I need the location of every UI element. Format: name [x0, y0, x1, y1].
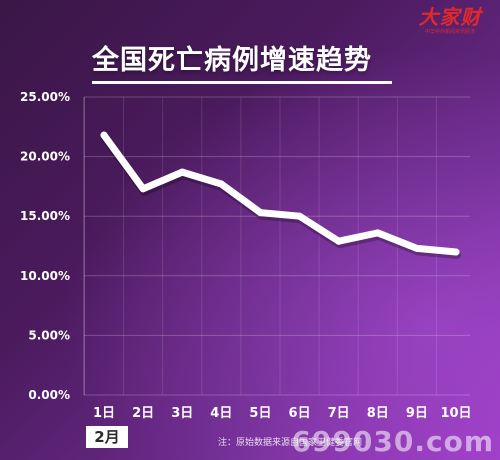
data-point	[452, 248, 460, 256]
x-tick-label: 7日	[328, 406, 350, 421]
series-line	[100, 131, 460, 256]
x-tick-label: 8日	[367, 406, 389, 421]
x-tick-label: 5日	[249, 406, 271, 421]
data-point	[413, 244, 421, 252]
y-tick-label: 10.00%	[20, 269, 70, 283]
y-tick-label: 0.00%	[28, 388, 70, 402]
series-line-shadow	[101, 134, 461, 259]
data-point	[335, 237, 343, 245]
logo-text: 大家财	[418, 5, 482, 29]
y-tick-label: 5.00%	[28, 328, 70, 342]
data-point	[217, 180, 225, 188]
y-tick-label: 25.00%	[20, 90, 70, 104]
data-source-note: 注：原始数据来源自国家卫健委官网	[218, 438, 363, 448]
y-tick-label: 15.00%	[20, 209, 70, 223]
data-point	[100, 131, 108, 139]
data-point	[178, 168, 186, 176]
x-tick-label: 4日	[210, 406, 232, 421]
x-tick-label: 1日	[93, 406, 115, 421]
x-tick-label: 6日	[289, 406, 311, 421]
chart-title: 全国死亡病例增速趋势	[92, 45, 372, 76]
x-tick-label: 2日	[132, 406, 154, 421]
watermark: 699030.com	[291, 425, 494, 458]
x-tick-label: 3日	[171, 406, 193, 421]
title-underline	[92, 81, 392, 84]
data-point	[374, 229, 382, 237]
brand-logo: 大家财 中华中外新闻资讯经济	[408, 6, 492, 35]
data-point	[256, 209, 264, 217]
y-tick-label: 20.00%	[20, 150, 70, 164]
logo-subtext: 中华中外新闻资讯经济	[424, 29, 475, 35]
data-point	[139, 185, 147, 193]
data-point	[296, 212, 304, 220]
period-label: 2月	[86, 426, 128, 448]
x-tick-label: 9日	[406, 406, 428, 421]
chart-title-block: 全国死亡病例增速趋势	[92, 38, 392, 84]
x-tick-label: 10日	[440, 406, 471, 421]
